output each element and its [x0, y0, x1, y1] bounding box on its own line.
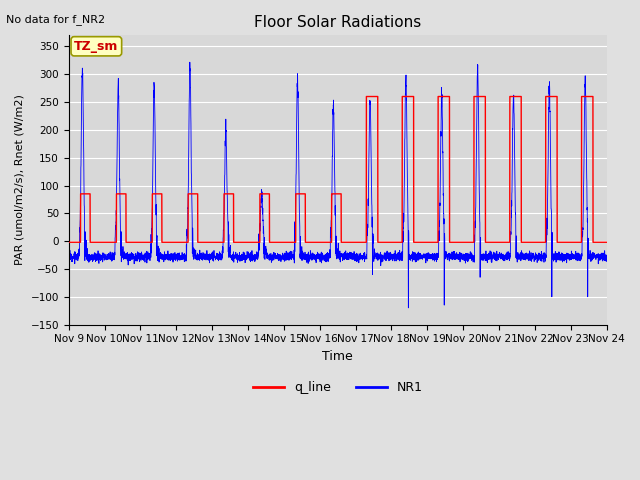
- Title: Floor Solar Radiations: Floor Solar Radiations: [254, 15, 421, 30]
- NR1: [429, 257, 436, 263]
- q_line: [602, 240, 610, 245]
- Text: No data for f_NR2: No data for f_NR2: [6, 14, 106, 25]
- NR1: [458, 256, 466, 262]
- NR1: [186, 60, 194, 65]
- X-axis label: Time: Time: [323, 350, 353, 363]
- NR1: [603, 252, 611, 258]
- q_line: [161, 240, 169, 245]
- NR1: [602, 255, 610, 261]
- q_line: [429, 240, 436, 245]
- q_line: [458, 240, 466, 245]
- q_line: [317, 240, 325, 245]
- Line: NR1: NR1: [68, 62, 607, 308]
- NR1: [317, 253, 325, 259]
- NR1: [489, 256, 497, 262]
- NR1: [65, 253, 72, 259]
- q_line: [489, 240, 497, 245]
- q_line: [363, 94, 371, 99]
- NR1: [161, 252, 169, 257]
- Y-axis label: PAR (umol/m2/s), Rnet (W/m2): PAR (umol/m2/s), Rnet (W/m2): [15, 95, 25, 265]
- q_line: [603, 240, 611, 245]
- Text: TZ_sm: TZ_sm: [74, 40, 118, 53]
- Legend: q_line, NR1: q_line, NR1: [248, 376, 428, 399]
- q_line: [65, 240, 72, 245]
- Line: q_line: q_line: [68, 96, 607, 242]
- NR1: [404, 305, 412, 311]
